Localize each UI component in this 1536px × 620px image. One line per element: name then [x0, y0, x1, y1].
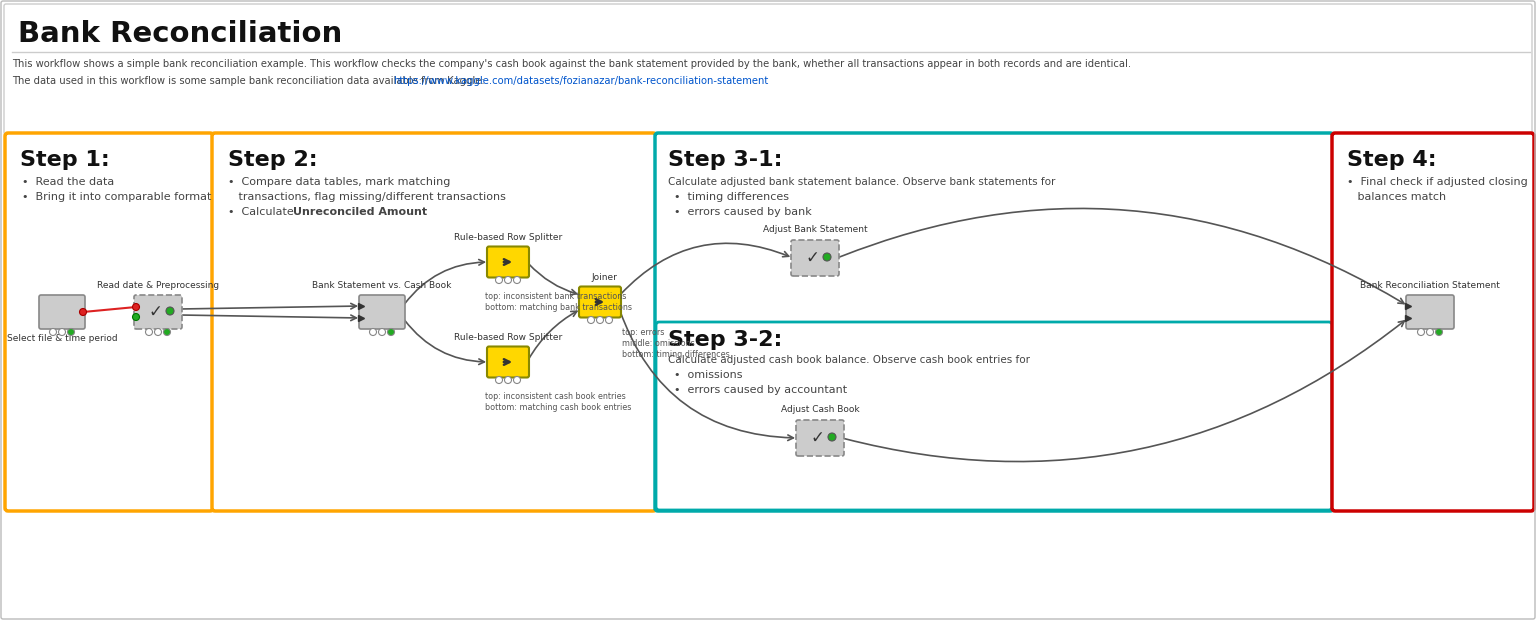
Text: top: inconsistent bank transactions: top: inconsistent bank transactions — [485, 292, 627, 301]
FancyBboxPatch shape — [38, 295, 84, 329]
Text: top: errors: top: errors — [622, 328, 665, 337]
FancyBboxPatch shape — [212, 133, 656, 511]
Text: Step 3-1:: Step 3-1: — [668, 150, 782, 170]
FancyBboxPatch shape — [359, 295, 406, 329]
Text: Select file & time period: Select file & time period — [6, 334, 117, 343]
FancyBboxPatch shape — [654, 133, 1333, 511]
FancyBboxPatch shape — [134, 295, 181, 329]
Text: Adjust Bank Statement: Adjust Bank Statement — [763, 225, 868, 234]
FancyBboxPatch shape — [487, 347, 528, 378]
Circle shape — [513, 277, 521, 283]
Text: •  Read the data: • Read the data — [22, 177, 114, 187]
Circle shape — [370, 329, 376, 335]
Text: Calculate adjusted cash book balance. Observe cash book entries for: Calculate adjusted cash book balance. Ob… — [668, 355, 1031, 365]
Text: Read date & Preprocessing: Read date & Preprocessing — [97, 281, 220, 290]
Text: ✓: ✓ — [805, 249, 819, 267]
Circle shape — [163, 329, 170, 335]
Text: Bank Reconciliation Statement: Bank Reconciliation Statement — [1359, 281, 1501, 290]
Circle shape — [132, 314, 140, 321]
Circle shape — [513, 376, 521, 384]
Text: This workflow shows a simple bank reconciliation example. This workflow checks t: This workflow shows a simple bank reconc… — [12, 59, 1130, 69]
Text: Joiner: Joiner — [591, 273, 617, 282]
Text: •  Final check if adjusted closing: • Final check if adjusted closing — [1347, 177, 1528, 187]
FancyBboxPatch shape — [5, 133, 214, 511]
Circle shape — [132, 304, 140, 311]
Text: bottom: timing differences: bottom: timing differences — [622, 350, 730, 359]
Text: •  Compare data tables, mark matching: • Compare data tables, mark matching — [227, 177, 450, 187]
Circle shape — [1418, 329, 1424, 335]
Circle shape — [1427, 329, 1433, 335]
Text: •  errors caused by bank: • errors caused by bank — [674, 207, 811, 217]
Circle shape — [587, 316, 594, 324]
Text: Rule-based Row Splitter: Rule-based Row Splitter — [453, 233, 562, 242]
Text: •  errors caused by accountant: • errors caused by accountant — [674, 385, 848, 395]
FancyBboxPatch shape — [656, 322, 1332, 510]
FancyBboxPatch shape — [791, 240, 839, 276]
FancyBboxPatch shape — [5, 4, 1531, 134]
FancyBboxPatch shape — [579, 286, 621, 317]
Text: top: inconsistent cash book entries: top: inconsistent cash book entries — [485, 392, 625, 401]
Text: Adjust Cash Book: Adjust Cash Book — [780, 405, 859, 414]
Text: ✓: ✓ — [147, 303, 161, 321]
Circle shape — [596, 316, 604, 324]
Text: bottom: matching cash book entries: bottom: matching cash book entries — [485, 403, 631, 412]
Circle shape — [58, 329, 66, 335]
Circle shape — [1436, 329, 1442, 335]
Text: Step 4:: Step 4: — [1347, 150, 1436, 170]
Text: Step 1:: Step 1: — [20, 150, 109, 170]
Text: balances match: balances match — [1347, 192, 1445, 202]
Text: middle: omissions: middle: omissions — [622, 339, 694, 348]
Circle shape — [68, 329, 75, 335]
FancyBboxPatch shape — [796, 420, 843, 456]
Text: Unreconciled Amount: Unreconciled Amount — [293, 207, 427, 217]
Text: •  Bring it into comparable format: • Bring it into comparable format — [22, 192, 212, 202]
Text: https://www.kaggle.com/datasets/fozianazar/bank-reconciliation-statement: https://www.kaggle.com/datasets/fozianaz… — [393, 76, 768, 86]
Circle shape — [496, 376, 502, 384]
Circle shape — [605, 316, 613, 324]
Text: bottom: matching bank transactions: bottom: matching bank transactions — [485, 303, 631, 312]
Circle shape — [387, 329, 395, 335]
FancyBboxPatch shape — [1405, 295, 1455, 329]
FancyBboxPatch shape — [1332, 133, 1534, 511]
Text: Calculate adjusted bank statement balance. Observe bank statements for: Calculate adjusted bank statement balanc… — [668, 177, 1055, 187]
Text: transactions, flag missing/different transactions: transactions, flag missing/different tra… — [227, 192, 505, 202]
Text: Bank Statement vs. Cash Book: Bank Statement vs. Cash Book — [312, 281, 452, 290]
Text: •  omissions: • omissions — [674, 370, 742, 380]
Text: ✓: ✓ — [809, 429, 823, 447]
Text: The data used in this workflow is some sample bank reconciliation data available: The data used in this workflow is some s… — [12, 76, 488, 86]
Text: Bank Reconciliation: Bank Reconciliation — [18, 20, 343, 48]
Circle shape — [166, 307, 174, 315]
Circle shape — [504, 277, 511, 283]
Text: •  timing differences: • timing differences — [674, 192, 790, 202]
Circle shape — [378, 329, 386, 335]
Circle shape — [496, 277, 502, 283]
FancyBboxPatch shape — [487, 247, 528, 278]
Text: Step 2:: Step 2: — [227, 150, 318, 170]
Text: •  Calculate: • Calculate — [227, 207, 298, 217]
Circle shape — [504, 376, 511, 384]
Circle shape — [49, 329, 57, 335]
Circle shape — [823, 253, 831, 261]
Circle shape — [828, 433, 836, 441]
Text: Rule-based Row Splitter: Rule-based Row Splitter — [453, 333, 562, 342]
Text: Step 3-2:: Step 3-2: — [668, 330, 782, 350]
Circle shape — [80, 309, 86, 316]
Circle shape — [155, 329, 161, 335]
Circle shape — [146, 329, 152, 335]
